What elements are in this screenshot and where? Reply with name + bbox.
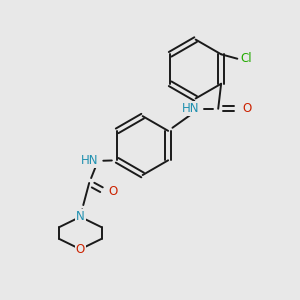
Text: N: N xyxy=(76,210,85,223)
Text: HN: HN xyxy=(182,102,199,115)
Text: O: O xyxy=(242,102,252,115)
Text: O: O xyxy=(108,185,117,198)
Text: N: N xyxy=(76,210,85,223)
Text: HN: HN xyxy=(80,154,98,167)
Text: Cl: Cl xyxy=(240,52,252,65)
Text: O: O xyxy=(76,243,85,256)
